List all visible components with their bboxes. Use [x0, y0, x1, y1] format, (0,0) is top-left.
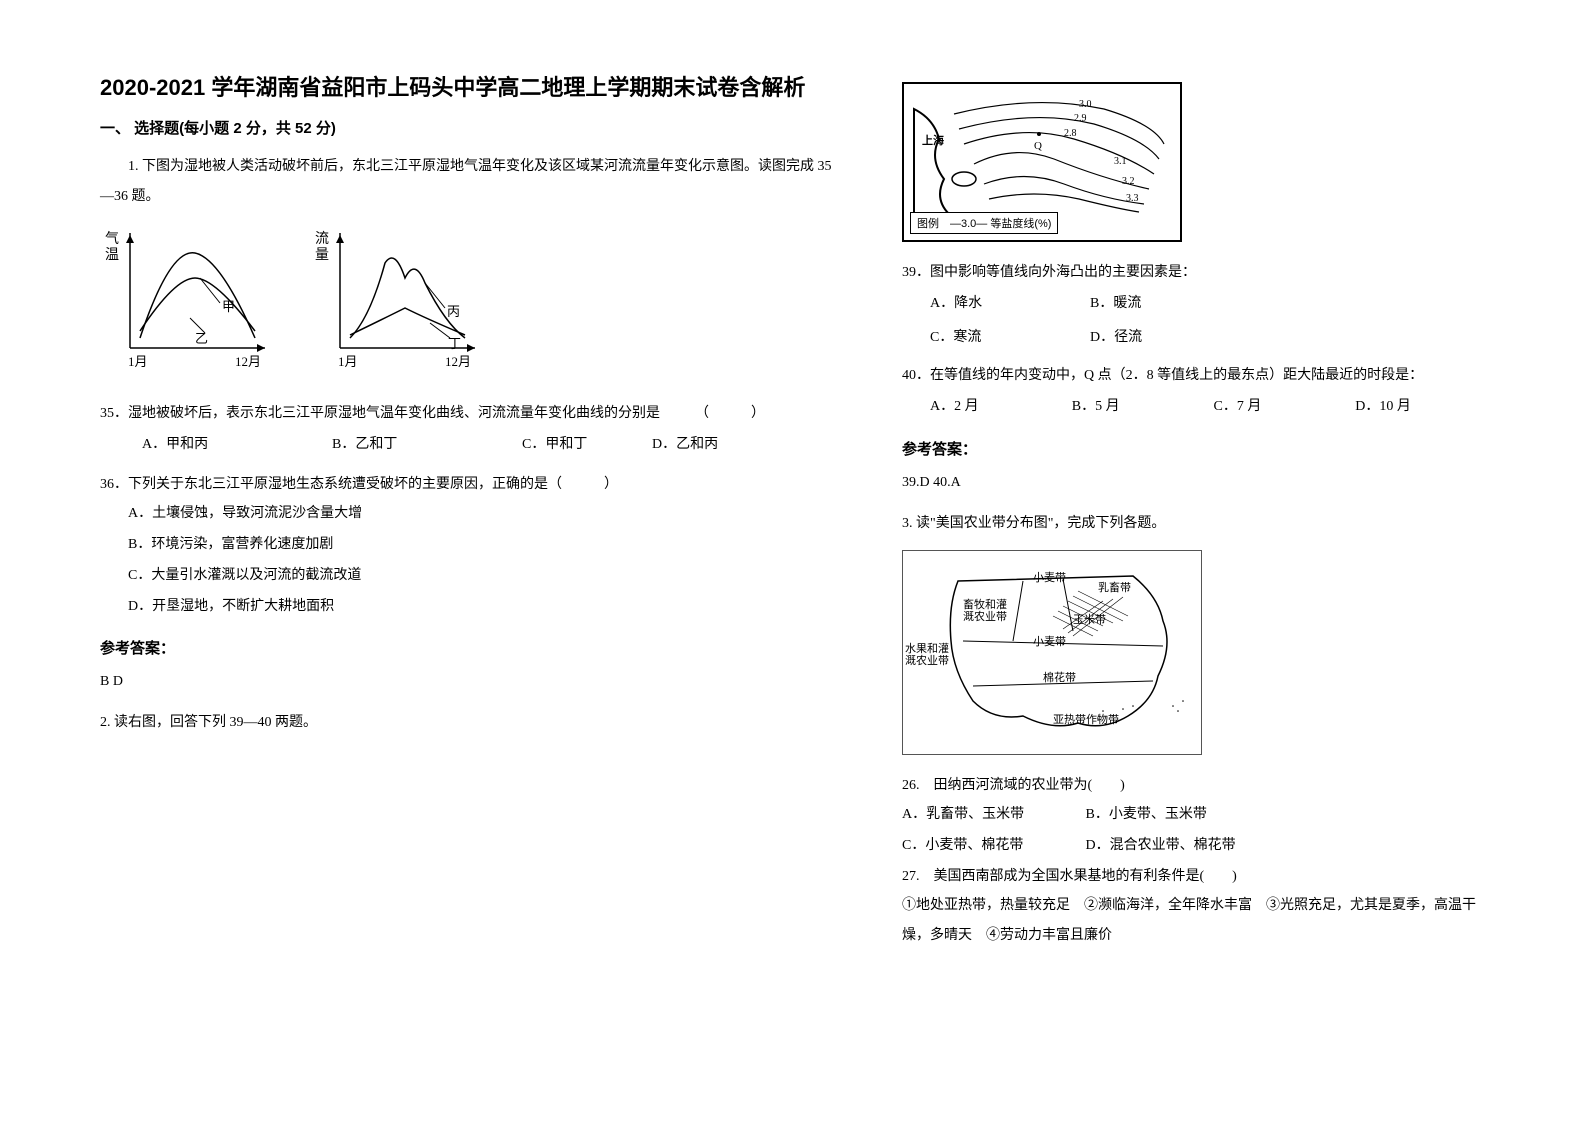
left-column: 2020-2021 学年湖南省益阳市上码头中学高二地理上学期期末试卷含解析 一、… — [100, 70, 842, 1082]
svg-text:气: 气 — [105, 231, 119, 247]
q40-opt-b: B．5 月 — [1072, 390, 1214, 424]
q2-ans-head: 参考答案： — [902, 438, 1497, 459]
svg-text:丁: 丁 — [448, 336, 461, 351]
svg-text:量: 量 — [315, 247, 329, 263]
q3-intro: 3. 读"美国农业带分布图"，完成下列各题。 — [902, 509, 1497, 538]
label-wheat2: 小麦带 — [1033, 633, 1066, 649]
q39-opt-b: B．暖流 — [1090, 287, 1250, 321]
q36-stem: 36．下列关于东北三江平原湿地生态系统遭受破坏的主要原因，正确的是（ ） — [100, 470, 842, 499]
map-legend: 图例 —3.0— 等盐度线(%) — [910, 212, 1058, 234]
q26-row1: A．乳畜带、玉米带 B．小麦带、玉米带 — [902, 800, 1497, 831]
svg-text:1月: 1月 — [128, 354, 148, 369]
label-ranch: 畜牧和灌溉农业带 — [963, 599, 1011, 623]
q26-opt-c: C．小麦带、棉花带 — [902, 831, 1082, 862]
q1-ans-head: 参考答案： — [100, 637, 842, 658]
q35-opt-b: B．乙和丁 — [332, 428, 522, 462]
q39-opt-c: C．寒流 — [930, 321, 1090, 355]
q26-opt-b: B．小麦带、玉米带 — [1086, 807, 1207, 822]
svg-text:2.9: 2.9 — [1074, 113, 1087, 124]
svg-text:3.1: 3.1 — [1114, 156, 1127, 167]
city-label: 上海 — [922, 132, 944, 148]
q40-options: A．2 月 B．5 月 C．7 月 D．10 月 — [902, 390, 1497, 424]
svg-text:丙: 丙 — [447, 304, 460, 319]
q26-opt-d: D．混合农业带、棉花带 — [1086, 838, 1236, 853]
q35-opt-a: A．甲和丙 — [142, 428, 332, 462]
q26-row2: C．小麦带、棉花带 D．混合农业带、棉花带 — [902, 831, 1497, 862]
q36-opt-d: D．开垦湿地，不断扩大耕地面积 — [100, 592, 842, 623]
q35-stem: 35．湿地被破坏后，表示东北三江平原湿地气温年变化曲线、河流流量年变化曲线的分别… — [100, 399, 842, 428]
svg-text:甲: 甲 — [222, 299, 235, 314]
q3-figure: 小麦带 乳畜带 畜牧和灌溉农业带 玉米带 水果和灌溉农业带 小麦带 棉花带 亚热… — [902, 550, 1497, 755]
svg-text:温: 温 — [105, 247, 119, 263]
label-cotton: 棉花带 — [1043, 669, 1076, 685]
svg-text:乙: 乙 — [195, 331, 208, 346]
question-1: 1. 下图为湿地被人类活动破坏前后，东北三江平原湿地气温年变化及该区域某河流流量… — [100, 152, 842, 695]
q36-opt-a: A．土壤侵蚀，导致河流泥沙含量大增 — [100, 499, 842, 530]
q40-opt-d: D．10 月 — [1355, 390, 1497, 424]
q2-intro: 2. 读右图，回答下列 39—40 两题。 — [100, 708, 842, 737]
q39-opt-d: D．径流 — [1090, 321, 1250, 355]
svg-text:1月: 1月 — [338, 354, 358, 369]
label-wheat: 小麦带 — [1033, 569, 1066, 585]
svg-text:12月: 12月 — [445, 354, 471, 369]
q1-ans: B D — [100, 668, 842, 696]
svg-text:12月: 12月 — [235, 354, 261, 369]
svg-text:Q: Q — [1034, 140, 1042, 152]
q39-opt-a: A．降水 — [930, 287, 1090, 321]
svg-text:3.2: 3.2 — [1122, 176, 1135, 187]
right-column: 3.0 2.9 2.8 3.1 3.2 3.3 Q 上海 图例 —3.0— 等盐… — [902, 70, 1497, 1082]
exam-title: 2020-2021 学年湖南省益阳市上码头中学高二地理上学期期末试卷含解析 — [100, 70, 842, 105]
svg-text:2.8: 2.8 — [1064, 128, 1077, 139]
label-corn: 玉米带 — [1073, 611, 1106, 627]
q39-row1: A．降水 B．暖流 — [902, 287, 1497, 321]
salinity-map: 3.0 2.9 2.8 3.1 3.2 3.3 Q 上海 图例 —3.0— 等盐… — [902, 82, 1182, 242]
q40-opt-c: C．7 月 — [1214, 390, 1356, 424]
q35-options: A．甲和丙 B．乙和丁 C．甲和丁 D．乙和丙 — [100, 428, 842, 462]
label-fruit: 水果和灌溉农业带 — [905, 643, 953, 667]
q26-stem: 26. 田纳西河流域的农业带为( ) — [902, 771, 1497, 800]
q39-stem: 39．图中影响等值线向外海凸出的主要因素是： — [902, 258, 1497, 287]
q35-opt-d: D．乙和丙 — [652, 428, 842, 462]
label-dairy: 乳畜带 — [1098, 579, 1131, 595]
svg-text:流: 流 — [315, 231, 329, 247]
q36-opt-b: B．环境污染，富营养化速度加剧 — [100, 530, 842, 561]
section-1-head: 一、 选择题(每小题 2 分，共 52 分) — [100, 117, 842, 138]
svg-text:3.3: 3.3 — [1126, 193, 1139, 204]
q40-stem: 40．在等值线的年内变动中，Q 点（2．8 等值线上的最东点）距大陆最近的时段是… — [902, 361, 1497, 390]
q1-graph-temp: 气 温 甲 乙 1月 12月 — [100, 223, 280, 383]
q2-figure: 3.0 2.9 2.8 3.1 3.2 3.3 Q 上海 图例 —3.0— 等盐… — [902, 82, 1497, 242]
q36-opt-c: C．大量引水灌溉以及河流的截流改道 — [100, 561, 842, 592]
q35-opt-c: C．甲和丁 — [522, 428, 652, 462]
q26-opt-a: A．乳畜带、玉米带 — [902, 800, 1082, 831]
q1-intro: 1. 下图为湿地被人类活动破坏前后，东北三江平原湿地气温年变化及该区域某河流流量… — [100, 152, 842, 211]
label-sub: 亚热带作物带 — [1053, 711, 1119, 727]
svg-text:3.0: 3.0 — [1079, 99, 1092, 110]
q39-row2: C．寒流 D．径流 — [902, 321, 1497, 355]
q27-choices: ①地处亚热带，热量较充足 ②濒临海洋，全年降水丰富 ③光照充足，尤其是夏季，高温… — [902, 891, 1497, 950]
q2-ans: 39.D 40.A — [902, 469, 1497, 497]
q27-stem: 27. 美国西南部成为全国水果基地的有利条件是( ) — [902, 862, 1497, 891]
q40-opt-a: A．2 月 — [930, 390, 1072, 424]
usa-map: 小麦带 乳畜带 畜牧和灌溉农业带 玉米带 水果和灌溉农业带 小麦带 棉花带 亚热… — [902, 550, 1202, 755]
q1-figure: 气 温 甲 乙 1月 12月 流 量 丙 — [100, 223, 842, 383]
q1-graph-flow: 流 量 丙 丁 1月 12月 — [310, 223, 490, 383]
